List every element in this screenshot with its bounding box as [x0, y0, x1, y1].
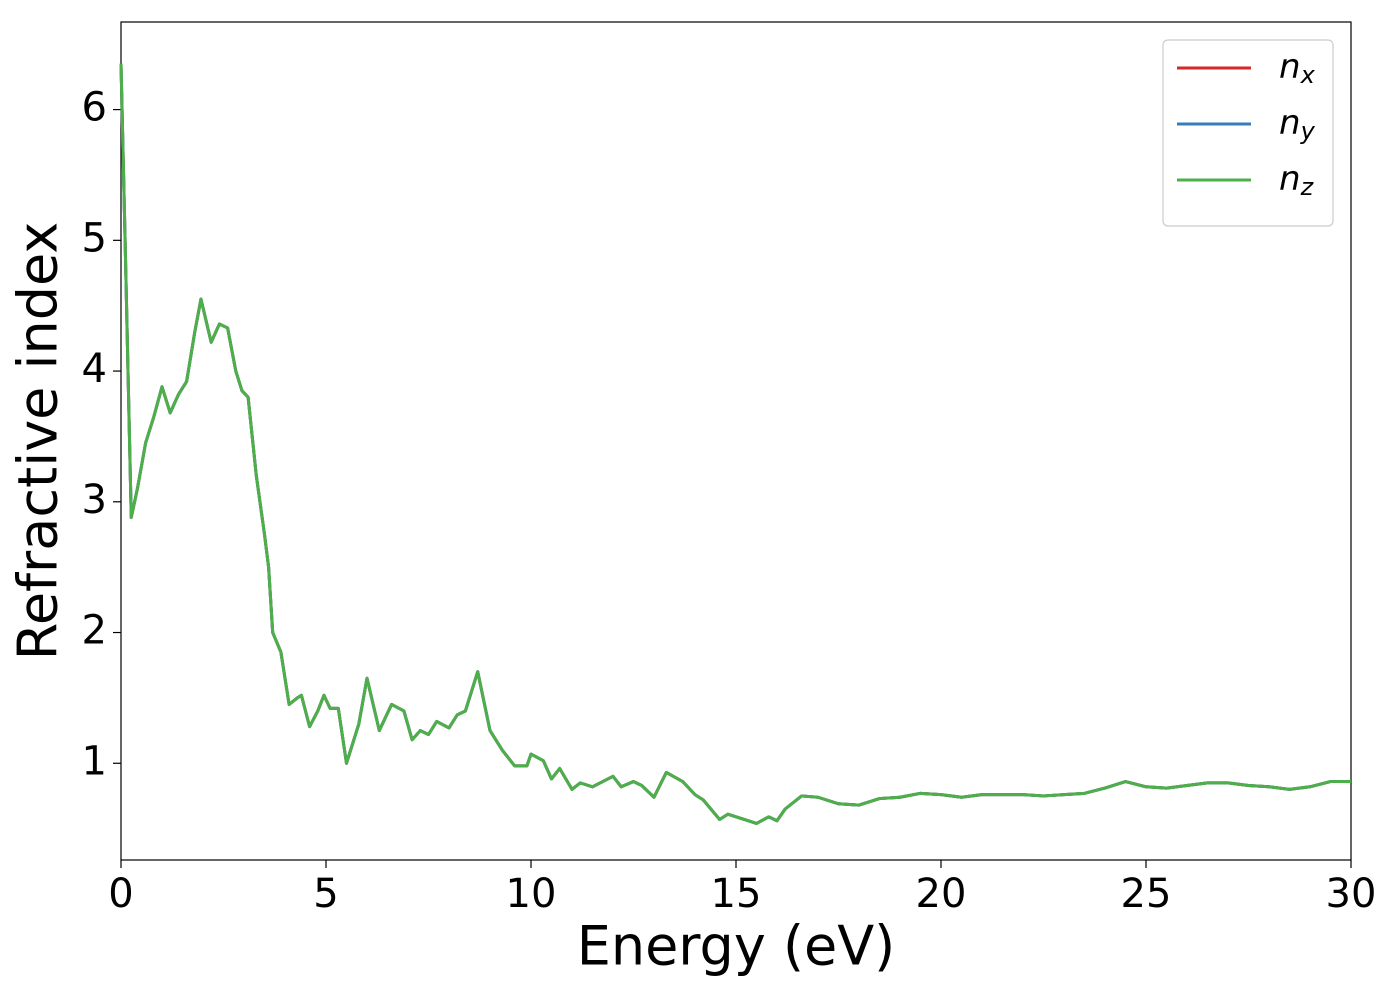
x-tick-label: 15 [711, 871, 762, 917]
x-tick-label: 5 [313, 871, 338, 917]
y-axis-label: Refractive index [7, 222, 70, 661]
y-tick-label: 1 [82, 738, 107, 784]
x-tick-label: 20 [916, 871, 967, 917]
y-tick-label: 2 [82, 608, 107, 654]
y-tick-label: 6 [82, 85, 107, 131]
legend-label: nx [1279, 47, 1316, 90]
x-tick-label: 25 [1121, 871, 1172, 917]
y-tick-label: 4 [82, 346, 107, 392]
x-axis-label: Energy (eV) [577, 915, 896, 978]
y-tick-label: 5 [82, 215, 107, 261]
x-tick-label: 10 [506, 871, 557, 917]
legend-label: nz [1279, 159, 1315, 202]
y-tick-label: 3 [82, 477, 107, 523]
legend-label: ny [1279, 103, 1316, 146]
data-line [119, 63, 1351, 825]
x-tick-label: 30 [1326, 871, 1377, 917]
x-tick-label: 0 [108, 871, 133, 917]
